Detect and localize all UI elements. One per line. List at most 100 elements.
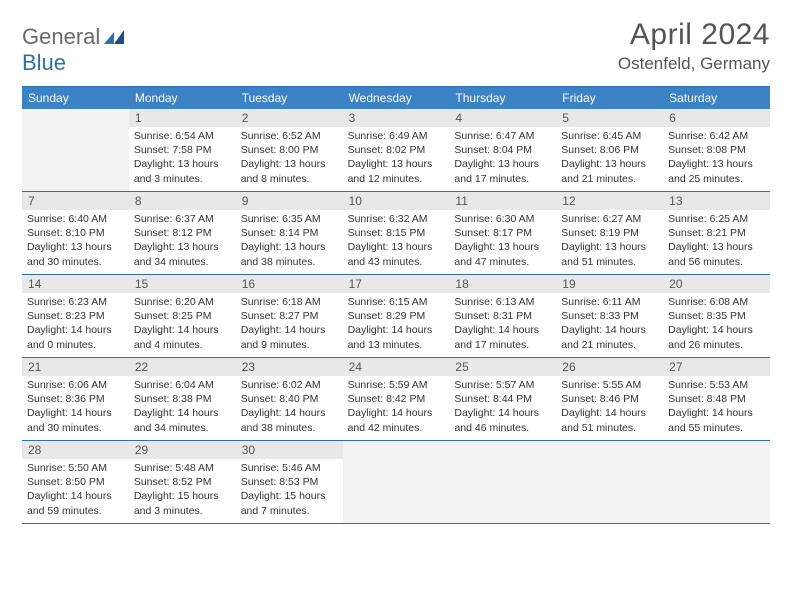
- weekday-header: Friday: [556, 87, 663, 109]
- day-data: Sunrise: 6:42 AMSunset: 8:08 PMDaylight:…: [663, 127, 770, 190]
- day-cell: 23Sunrise: 6:02 AMSunset: 8:40 PMDayligh…: [236, 358, 343, 440]
- day-number: 16: [236, 275, 343, 293]
- day-data: Sunrise: 6:23 AMSunset: 8:23 PMDaylight:…: [22, 293, 129, 356]
- day-number: 28: [22, 441, 129, 459]
- calendar-page: General Blue April 2024 Ostenfeld, Germa…: [0, 0, 792, 524]
- location-label: Ostenfeld, Germany: [618, 54, 770, 74]
- day-data: Sunrise: 5:46 AMSunset: 8:53 PMDaylight:…: [236, 459, 343, 522]
- day-number: 8: [129, 192, 236, 210]
- day-data: Sunrise: 6:30 AMSunset: 8:17 PMDaylight:…: [449, 210, 556, 273]
- brand-logo: General Blue: [22, 18, 124, 76]
- day-data: Sunrise: 5:53 AMSunset: 8:48 PMDaylight:…: [663, 376, 770, 439]
- title-block: April 2024 Ostenfeld, Germany: [618, 18, 770, 74]
- weekday-header: Thursday: [449, 87, 556, 109]
- day-cell: 13Sunrise: 6:25 AMSunset: 8:21 PMDayligh…: [663, 192, 770, 274]
- day-data: Sunrise: 6:04 AMSunset: 8:38 PMDaylight:…: [129, 376, 236, 439]
- day-cell: 8Sunrise: 6:37 AMSunset: 8:12 PMDaylight…: [129, 192, 236, 274]
- day-cell: 26Sunrise: 5:55 AMSunset: 8:46 PMDayligh…: [556, 358, 663, 440]
- day-data: Sunrise: 6:37 AMSunset: 8:12 PMDaylight:…: [129, 210, 236, 273]
- day-number: 20: [663, 275, 770, 293]
- day-number: 6: [663, 109, 770, 127]
- day-cell: 20Sunrise: 6:08 AMSunset: 8:35 PMDayligh…: [663, 275, 770, 357]
- day-number: 11: [449, 192, 556, 210]
- day-data: Sunrise: 5:50 AMSunset: 8:50 PMDaylight:…: [22, 459, 129, 522]
- day-number: 7: [22, 192, 129, 210]
- day-number: 5: [556, 109, 663, 127]
- day-cell: 7Sunrise: 6:40 AMSunset: 8:10 PMDaylight…: [22, 192, 129, 274]
- day-number: 25: [449, 358, 556, 376]
- day-number: 14: [22, 275, 129, 293]
- day-cell: 28Sunrise: 5:50 AMSunset: 8:50 PMDayligh…: [22, 441, 129, 523]
- brand-part1: General: [22, 24, 100, 49]
- day-number: 29: [129, 441, 236, 459]
- day-number: 22: [129, 358, 236, 376]
- day-cell: 29Sunrise: 5:48 AMSunset: 8:52 PMDayligh…: [129, 441, 236, 523]
- day-cell: 21Sunrise: 6:06 AMSunset: 8:36 PMDayligh…: [22, 358, 129, 440]
- weekday-header: Monday: [129, 87, 236, 109]
- day-data: Sunrise: 5:59 AMSunset: 8:42 PMDaylight:…: [343, 376, 450, 439]
- day-cell: 18Sunrise: 6:13 AMSunset: 8:31 PMDayligh…: [449, 275, 556, 357]
- empty-cell: [343, 441, 450, 523]
- empty-cell: [449, 441, 556, 523]
- day-cell: 9Sunrise: 6:35 AMSunset: 8:14 PMDaylight…: [236, 192, 343, 274]
- day-number: 10: [343, 192, 450, 210]
- day-data: Sunrise: 6:45 AMSunset: 8:06 PMDaylight:…: [556, 127, 663, 190]
- day-data: Sunrise: 6:40 AMSunset: 8:10 PMDaylight:…: [22, 210, 129, 273]
- week-row: 14Sunrise: 6:23 AMSunset: 8:23 PMDayligh…: [22, 275, 770, 358]
- day-cell: 10Sunrise: 6:32 AMSunset: 8:15 PMDayligh…: [343, 192, 450, 274]
- day-data: Sunrise: 6:27 AMSunset: 8:19 PMDaylight:…: [556, 210, 663, 273]
- week-row: 7Sunrise: 6:40 AMSunset: 8:10 PMDaylight…: [22, 192, 770, 275]
- day-data: Sunrise: 5:55 AMSunset: 8:46 PMDaylight:…: [556, 376, 663, 439]
- day-data: Sunrise: 6:02 AMSunset: 8:40 PMDaylight:…: [236, 376, 343, 439]
- day-cell: 27Sunrise: 5:53 AMSunset: 8:48 PMDayligh…: [663, 358, 770, 440]
- day-data: Sunrise: 6:47 AMSunset: 8:04 PMDaylight:…: [449, 127, 556, 190]
- day-number: 9: [236, 192, 343, 210]
- day-number: 26: [556, 358, 663, 376]
- day-data: Sunrise: 6:54 AMSunset: 7:58 PMDaylight:…: [129, 127, 236, 190]
- day-number: 27: [663, 358, 770, 376]
- day-cell: 11Sunrise: 6:30 AMSunset: 8:17 PMDayligh…: [449, 192, 556, 274]
- day-number: 23: [236, 358, 343, 376]
- day-data: Sunrise: 6:11 AMSunset: 8:33 PMDaylight:…: [556, 293, 663, 356]
- day-cell: 5Sunrise: 6:45 AMSunset: 8:06 PMDaylight…: [556, 109, 663, 191]
- weekday-header-row: SundayMondayTuesdayWednesdayThursdayFrid…: [22, 87, 770, 109]
- weekday-header: Wednesday: [343, 87, 450, 109]
- week-row: 28Sunrise: 5:50 AMSunset: 8:50 PMDayligh…: [22, 441, 770, 524]
- day-cell: 19Sunrise: 6:11 AMSunset: 8:33 PMDayligh…: [556, 275, 663, 357]
- day-data: Sunrise: 6:18 AMSunset: 8:27 PMDaylight:…: [236, 293, 343, 356]
- day-data: Sunrise: 6:06 AMSunset: 8:36 PMDaylight:…: [22, 376, 129, 439]
- day-data: Sunrise: 6:25 AMSunset: 8:21 PMDaylight:…: [663, 210, 770, 273]
- day-cell: 3Sunrise: 6:49 AMSunset: 8:02 PMDaylight…: [343, 109, 450, 191]
- day-number: 12: [556, 192, 663, 210]
- day-number: 17: [343, 275, 450, 293]
- day-cell: 22Sunrise: 6:04 AMSunset: 8:38 PMDayligh…: [129, 358, 236, 440]
- day-cell: 1Sunrise: 6:54 AMSunset: 7:58 PMDaylight…: [129, 109, 236, 191]
- day-number: 15: [129, 275, 236, 293]
- day-cell: 24Sunrise: 5:59 AMSunset: 8:42 PMDayligh…: [343, 358, 450, 440]
- day-cell: 15Sunrise: 6:20 AMSunset: 8:25 PMDayligh…: [129, 275, 236, 357]
- day-data: Sunrise: 6:08 AMSunset: 8:35 PMDaylight:…: [663, 293, 770, 356]
- day-data: Sunrise: 6:15 AMSunset: 8:29 PMDaylight:…: [343, 293, 450, 356]
- flag-icon: [104, 24, 124, 38]
- day-cell: 6Sunrise: 6:42 AMSunset: 8:08 PMDaylight…: [663, 109, 770, 191]
- week-row: 1Sunrise: 6:54 AMSunset: 7:58 PMDaylight…: [22, 109, 770, 192]
- day-number: 2: [236, 109, 343, 127]
- day-cell: 17Sunrise: 6:15 AMSunset: 8:29 PMDayligh…: [343, 275, 450, 357]
- weekday-header: Tuesday: [236, 87, 343, 109]
- brand-text: General Blue: [22, 24, 124, 76]
- day-cell: 30Sunrise: 5:46 AMSunset: 8:53 PMDayligh…: [236, 441, 343, 523]
- day-data: Sunrise: 6:52 AMSunset: 8:00 PMDaylight:…: [236, 127, 343, 190]
- day-data: Sunrise: 6:35 AMSunset: 8:14 PMDaylight:…: [236, 210, 343, 273]
- day-number: 18: [449, 275, 556, 293]
- day-number: 4: [449, 109, 556, 127]
- day-cell: 2Sunrise: 6:52 AMSunset: 8:00 PMDaylight…: [236, 109, 343, 191]
- day-cell: 14Sunrise: 6:23 AMSunset: 8:23 PMDayligh…: [22, 275, 129, 357]
- day-cell: 12Sunrise: 6:27 AMSunset: 8:19 PMDayligh…: [556, 192, 663, 274]
- day-data: Sunrise: 6:32 AMSunset: 8:15 PMDaylight:…: [343, 210, 450, 273]
- day-cell: 4Sunrise: 6:47 AMSunset: 8:04 PMDaylight…: [449, 109, 556, 191]
- month-title: April 2024: [618, 18, 770, 52]
- empty-cell: [556, 441, 663, 523]
- day-data: Sunrise: 6:49 AMSunset: 8:02 PMDaylight:…: [343, 127, 450, 190]
- empty-cell: [22, 109, 129, 191]
- day-number: 21: [22, 358, 129, 376]
